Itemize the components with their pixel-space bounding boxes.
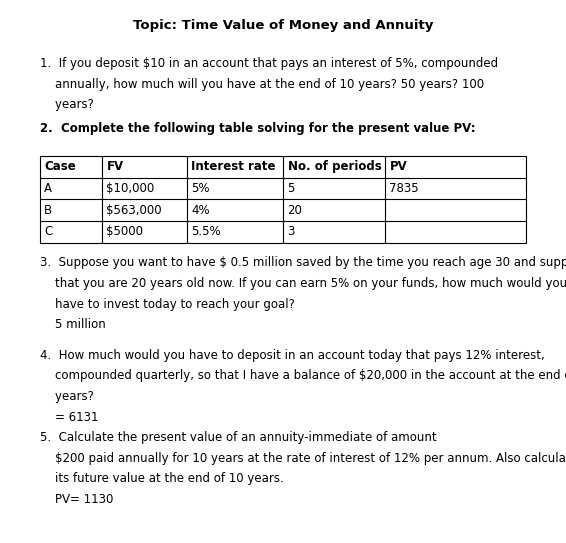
Text: FV: FV — [106, 160, 123, 173]
Bar — [40, 156, 526, 243]
Text: have to invest today to reach your goal?: have to invest today to reach your goal? — [40, 298, 294, 311]
Text: $5000: $5000 — [106, 225, 143, 238]
Text: A: A — [44, 182, 52, 195]
Text: 2.  Complete the following table solving for the present value PV:: 2. Complete the following table solving … — [40, 122, 475, 135]
Text: No. of periods: No. of periods — [288, 160, 381, 173]
Text: compounded quarterly, so that I have a balance of $20,000 in the account at the : compounded quarterly, so that I have a b… — [40, 369, 566, 382]
Text: 4.  How much would you have to deposit in an account today that pays 12% interes: 4. How much would you have to deposit in… — [40, 349, 544, 362]
Text: 5 million: 5 million — [40, 318, 105, 331]
Text: that you are 20 years old now. If you can earn 5% on your funds, how much would : that you are 20 years old now. If you ca… — [40, 277, 566, 290]
Text: years?: years? — [40, 390, 93, 403]
Text: 3: 3 — [288, 225, 295, 238]
Text: 3.  Suppose you want to have $ 0.5 million saved by the time you reach age 30 an: 3. Suppose you want to have $ 0.5 millio… — [40, 256, 566, 269]
Text: 5: 5 — [288, 182, 295, 195]
Text: C: C — [44, 225, 53, 238]
Text: 20: 20 — [288, 204, 302, 217]
Text: PV= 1130: PV= 1130 — [40, 493, 113, 506]
Text: 5.5%: 5.5% — [191, 225, 221, 238]
Text: Case: Case — [44, 160, 76, 173]
Text: 4%: 4% — [191, 204, 210, 217]
Text: B: B — [44, 204, 52, 217]
Text: $563,000: $563,000 — [106, 204, 162, 217]
Text: = 6131: = 6131 — [40, 411, 98, 424]
Text: 5%: 5% — [191, 182, 210, 195]
Text: Interest rate: Interest rate — [191, 160, 276, 173]
Text: years?: years? — [40, 98, 93, 111]
Text: $200 paid annually for 10 years at the rate of interest of 12% per annum. Also c: $200 paid annually for 10 years at the r… — [40, 452, 566, 465]
Text: 1.  If you deposit $10 in an account that pays an interest of 5%, compounded: 1. If you deposit $10 in an account that… — [40, 57, 498, 70]
Text: 5.  Calculate the present value of an annuity-immediate of amount: 5. Calculate the present value of an ann… — [40, 431, 436, 444]
Text: Topic: Time Value of Money and Annuity: Topic: Time Value of Money and Annuity — [133, 19, 433, 32]
Text: its future value at the end of 10 years.: its future value at the end of 10 years. — [40, 472, 284, 485]
Text: 7835: 7835 — [389, 182, 419, 195]
Text: $10,000: $10,000 — [106, 182, 155, 195]
Text: PV: PV — [389, 160, 407, 173]
Text: annually, how much will you have at the end of 10 years? 50 years? 100: annually, how much will you have at the … — [40, 78, 484, 91]
